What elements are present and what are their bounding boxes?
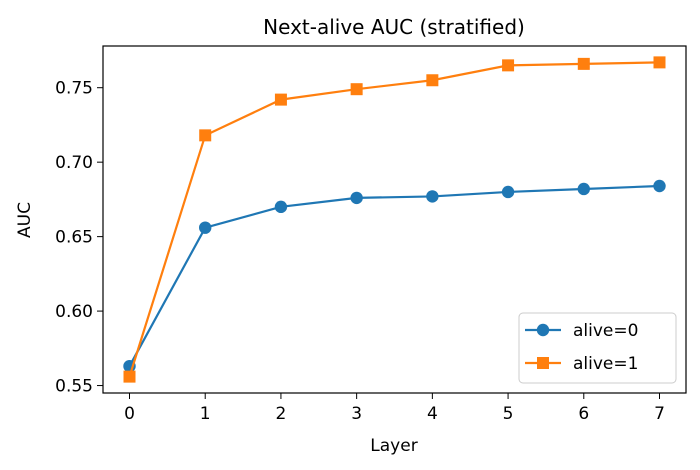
legend-entry: alive=1 [525,354,638,374]
chart-title: Next-alive AUC (stratified) [263,15,525,39]
y-tick-label: 0.65 [55,228,93,248]
data-point [426,74,439,87]
series-2 [123,56,666,383]
y-tick-label: 0.70 [55,153,93,173]
series-1 [123,179,666,373]
x-tick-label: 3 [351,404,362,424]
legend-label: alive=1 [573,354,638,374]
legend-marker [536,323,550,337]
legend-label: alive=0 [573,321,638,341]
x-tick-label: 0 [124,404,135,424]
data-point [501,185,515,199]
x-tick-label: 1 [200,404,211,424]
data-point [274,93,287,106]
x-axis-label: Layer [370,436,417,456]
data-point [350,191,363,205]
data-point [577,57,590,70]
data-point [199,221,212,234]
x-tick-label: 5 [503,404,514,424]
series-line [128,184,660,367]
plot-area [123,56,666,383]
data-point [274,200,288,214]
data-point [199,129,212,142]
data-point [350,83,363,96]
y-tick-label: 0.55 [55,377,93,397]
y-axis: 0.55 0.60 0.65 0.70 0.75 [55,79,103,397]
data-point [502,59,515,72]
data-point [653,56,666,69]
y-axis-label: AUC [15,202,35,238]
data-point [653,179,666,193]
axes-frame [102,45,687,394]
legend-marker [537,357,549,369]
x-tick-label: 7 [654,404,665,424]
data-point [123,370,136,383]
series-line [128,61,660,377]
x-axis: 0 1 2 3 4 5 6 7 [124,393,665,424]
x-tick-label: 2 [276,404,287,424]
data-point [426,190,439,203]
x-tick-label: 4 [427,404,438,424]
y-tick-label: 0.75 [55,79,93,99]
y-tick-label: 0.60 [55,302,93,322]
x-tick-label: 6 [578,404,589,424]
legend-entry: alive=0 [525,321,638,341]
legend: alive=0 alive=1 [518,312,677,384]
data-point [577,182,590,196]
